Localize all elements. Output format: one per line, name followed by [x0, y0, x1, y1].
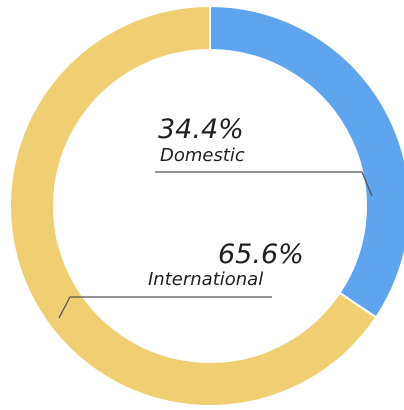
- donut-slices: [9, 4, 404, 407]
- slice-international: [9, 4, 378, 407]
- international-leader-line: [58, 296, 272, 319]
- international-percent-label: 65.6%: [218, 239, 304, 270]
- domestic-category-label: Domestic: [160, 145, 245, 166]
- domestic-percent-label: 34.4%: [158, 114, 244, 145]
- domestic-leader-line: [155, 171, 373, 197]
- international-category-label: International: [148, 269, 263, 290]
